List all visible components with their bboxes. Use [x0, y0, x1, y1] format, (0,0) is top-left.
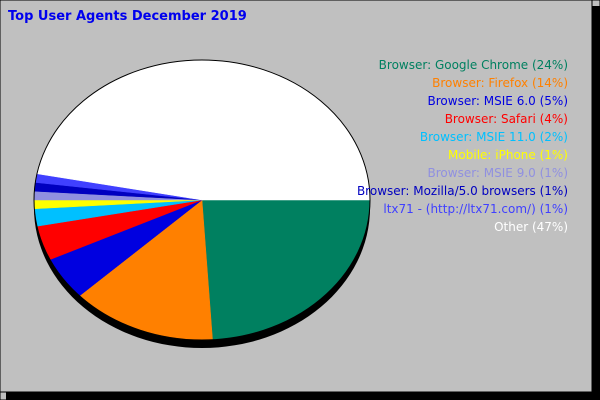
legend-item-2: Browser: MSIE 6.0 (5%) [428, 94, 568, 108]
chart-shadow-bottom [6, 392, 600, 400]
legend-item-1: Browser: Firefox (14%) [432, 76, 568, 90]
legend-item-4: Browser: MSIE 11.0 (2%) [420, 130, 568, 144]
chart-title: Top User Agents December 2019 [8, 9, 247, 24]
legend: Browser: Google Chrome (24%) Browser: Fir… [357, 58, 568, 234]
legend-item-3: Browser: Safari (4%) [445, 112, 568, 126]
legend-item-8: ltx71 - (http://ltx71.com/) (1%) [383, 202, 568, 216]
pie-slices [33, 59, 371, 348]
legend-item-5: Mobile: iPhone (1%) [448, 148, 568, 162]
legend-item-7: Browser: Mozilla/5.0 browsers (1%) [357, 184, 568, 198]
legend-item-9: Other (47%) [494, 220, 568, 234]
pie-outline [33, 59, 371, 341]
legend-item-0: Browser: Google Chrome (24%) [379, 58, 568, 72]
chart-shadow-right [592, 6, 600, 400]
legend-item-6: Browser: MSIE 9.0 (1%) [428, 166, 568, 180]
